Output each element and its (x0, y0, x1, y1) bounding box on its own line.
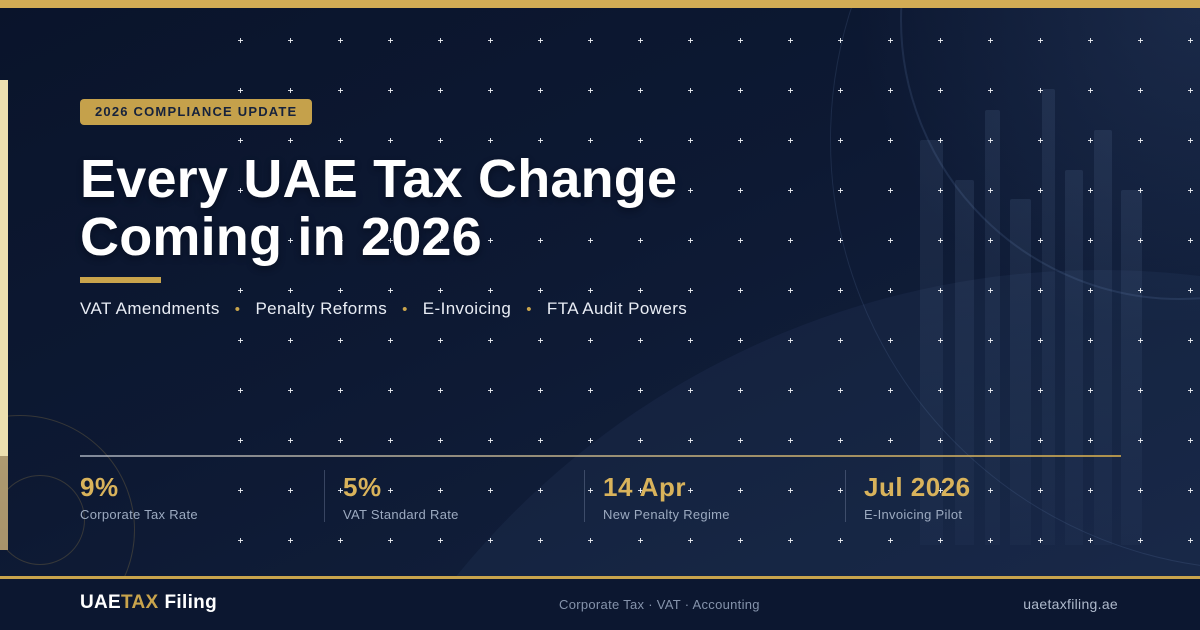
stat-vat-rate: 5% VAT Standard Rate (324, 470, 584, 522)
brand-uae: UAE (80, 592, 122, 613)
stat-label: Corporate Tax Rate (80, 507, 198, 522)
topic-e-invoicing: E-Invoicing (422, 299, 512, 318)
page-title-line1: Every UAE Tax Change (80, 149, 678, 209)
brand-logo: UAETAX Filing (80, 592, 217, 614)
stat-value: 14 Apr (603, 472, 686, 502)
brand-tax: TAX (121, 592, 159, 613)
footer-services: Corporate Tax · VAT · Accounting (559, 597, 760, 612)
top-gold-bar (0, 0, 1200, 8)
page-title-line2: Coming in 2026 (80, 207, 482, 267)
footer-website: uaetaxfiling.ae (1023, 596, 1118, 612)
topic-penalty-reforms: Penalty Reforms (255, 299, 388, 318)
footer-gold-line (0, 576, 1200, 579)
title-underline (80, 277, 161, 283)
compliance-badge: 2026 COMPLIANCE UPDATE (80, 99, 313, 125)
stat-label: VAT Standard Rate (343, 507, 459, 522)
footer: UAETAX Filing Corporate Tax · VAT · Accou… (0, 579, 1200, 630)
stat-einvoicing-pilot: Jul 2026 E-Invoicing Pilot (845, 470, 1120, 522)
left-accent-bar (0, 80, 8, 550)
stat-label: E-Invoicing Pilot (864, 507, 963, 522)
stat-corporate-tax: 9% Corporate Tax Rate (80, 470, 324, 522)
stats-row: 9% Corporate Tax Rate 5% VAT Standard Ra… (80, 470, 1120, 522)
topic-vat-amendments: VAT Amendments (80, 299, 220, 318)
stat-penalty-regime: 14 Apr New Penalty Regime (584, 470, 845, 522)
stat-label: New Penalty Regime (603, 507, 730, 522)
stats-divider-line (80, 455, 1121, 457)
stat-value: 5% (343, 472, 382, 502)
page-title: Every UAE Tax Change Coming in 2026 (80, 150, 840, 266)
bullet-icon: • (526, 300, 532, 318)
topics-list: VAT Amendments • Penalty Reforms • E-Inv… (80, 299, 687, 319)
bullet-icon: • (402, 300, 408, 318)
bullet-icon: • (234, 300, 241, 318)
topic-fta-audit-powers: FTA Audit Powers (546, 299, 688, 318)
brand-filing: Filing (164, 592, 217, 613)
stat-value: Jul 2026 (864, 472, 971, 502)
stat-value: 9% (80, 472, 119, 502)
